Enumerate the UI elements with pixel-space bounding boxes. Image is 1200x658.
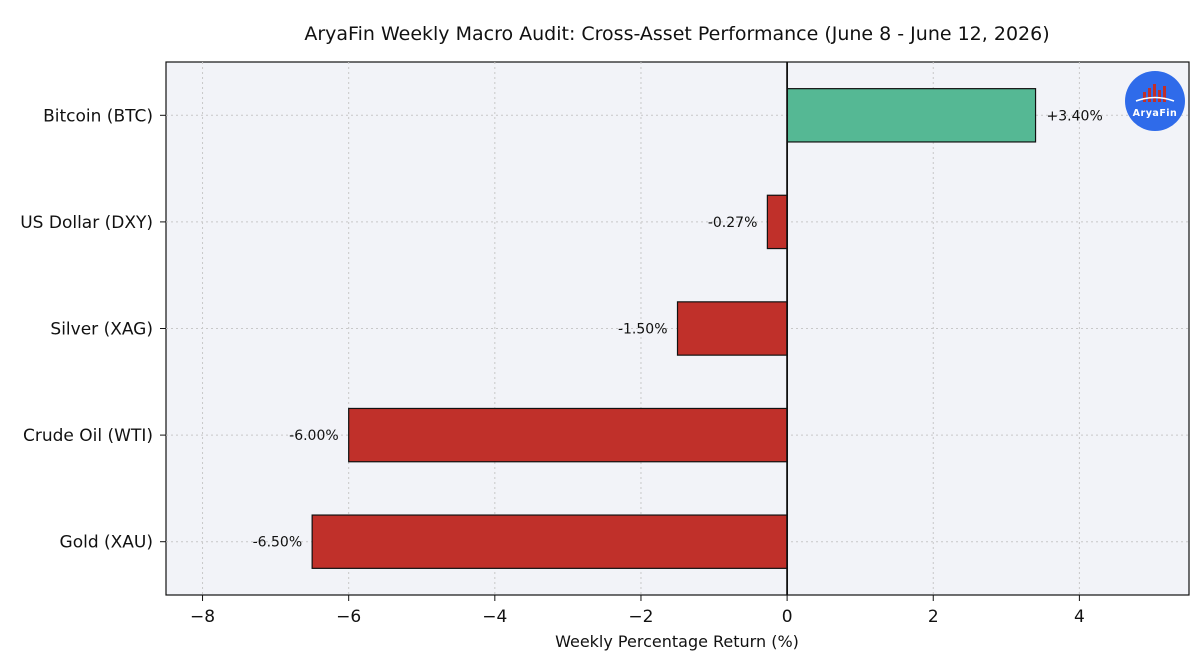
x-tick-label: −4 [482,607,507,627]
bar-0 [786,88,1037,143]
category-labels: Bitcoin (BTC) US Dollar (DXY) Silver (XAG)… [20,106,166,553]
bar-chart-logo-icon [1135,84,1175,102]
data-label-2: -1.50% [618,322,668,338]
x-tick-label: −2 [628,607,653,627]
data-label-1: -0.27% [708,215,758,231]
data-label-0: +3.40% [1047,108,1103,124]
logo-text: AryaFin [1133,108,1178,119]
bar-3 [348,407,788,463]
x-tick-label: 0 [782,607,793,627]
data-labels: +3.40% -0.27% -1.50% -6.00% -6.50% [253,108,1103,550]
x-tick-label: 4 [1074,607,1085,627]
chart-title: AryaFin Weekly Macro Audit: Cross-Asset … [304,23,1049,45]
x-tick-label: −8 [190,607,215,627]
bar-4 [311,514,788,569]
category-label-2: Silver (XAG) [50,320,153,340]
aryafin-logo: AryaFin [1125,71,1185,131]
bars [311,88,1037,569]
x-tick-label: −6 [336,607,361,627]
category-label-1: US Dollar (DXY) [20,213,153,233]
x-tick-labels: −8 −6 −4 −2 0 2 4 [190,595,1085,627]
bar-1 [766,194,788,250]
category-label-0: Bitcoin (BTC) [43,106,153,126]
x-axis-label: Weekly Percentage Return (%) [555,632,799,651]
bar-2 [676,301,788,356]
data-label-3: -6.00% [289,428,339,444]
data-label-4: -6.50% [253,535,303,551]
category-label-4: Gold (XAU) [60,533,153,553]
category-label-3: Crude Oil (WTI) [23,426,153,446]
x-tick-label: 2 [928,607,939,627]
